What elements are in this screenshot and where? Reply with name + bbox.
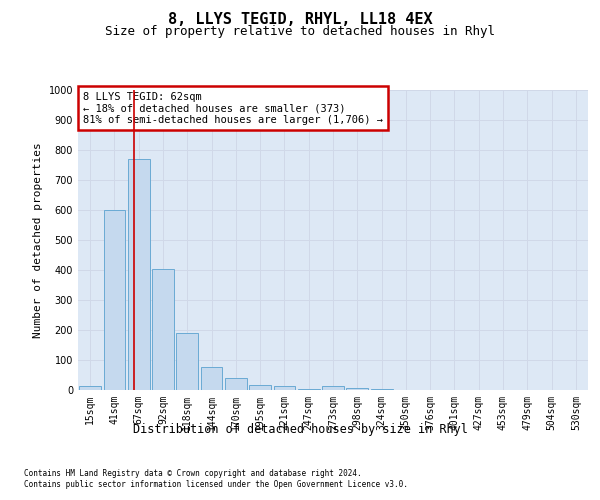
- Text: Contains HM Land Registry data © Crown copyright and database right 2024.: Contains HM Land Registry data © Crown c…: [24, 468, 362, 477]
- Bar: [152, 268, 174, 390]
- Bar: [128, 159, 149, 390]
- Bar: [176, 333, 198, 390]
- Bar: [346, 388, 368, 390]
- Bar: [225, 378, 247, 390]
- Text: 8 LLYS TEGID: 62sqm
← 18% of detached houses are smaller (373)
81% of semi-detac: 8 LLYS TEGID: 62sqm ← 18% of detached ho…: [83, 92, 383, 124]
- Bar: [79, 386, 101, 390]
- Bar: [104, 210, 125, 390]
- Bar: [322, 386, 344, 390]
- Y-axis label: Number of detached properties: Number of detached properties: [33, 142, 43, 338]
- Text: Size of property relative to detached houses in Rhyl: Size of property relative to detached ho…: [105, 25, 495, 38]
- Bar: [249, 384, 271, 390]
- Bar: [371, 388, 392, 390]
- Bar: [274, 386, 295, 390]
- Text: Contains public sector information licensed under the Open Government Licence v3: Contains public sector information licen…: [24, 480, 408, 489]
- Bar: [298, 388, 320, 390]
- Text: 8, LLYS TEGID, RHYL, LL18 4EX: 8, LLYS TEGID, RHYL, LL18 4EX: [167, 12, 433, 28]
- Bar: [200, 366, 223, 390]
- Text: Distribution of detached houses by size in Rhyl: Distribution of detached houses by size …: [133, 422, 467, 436]
